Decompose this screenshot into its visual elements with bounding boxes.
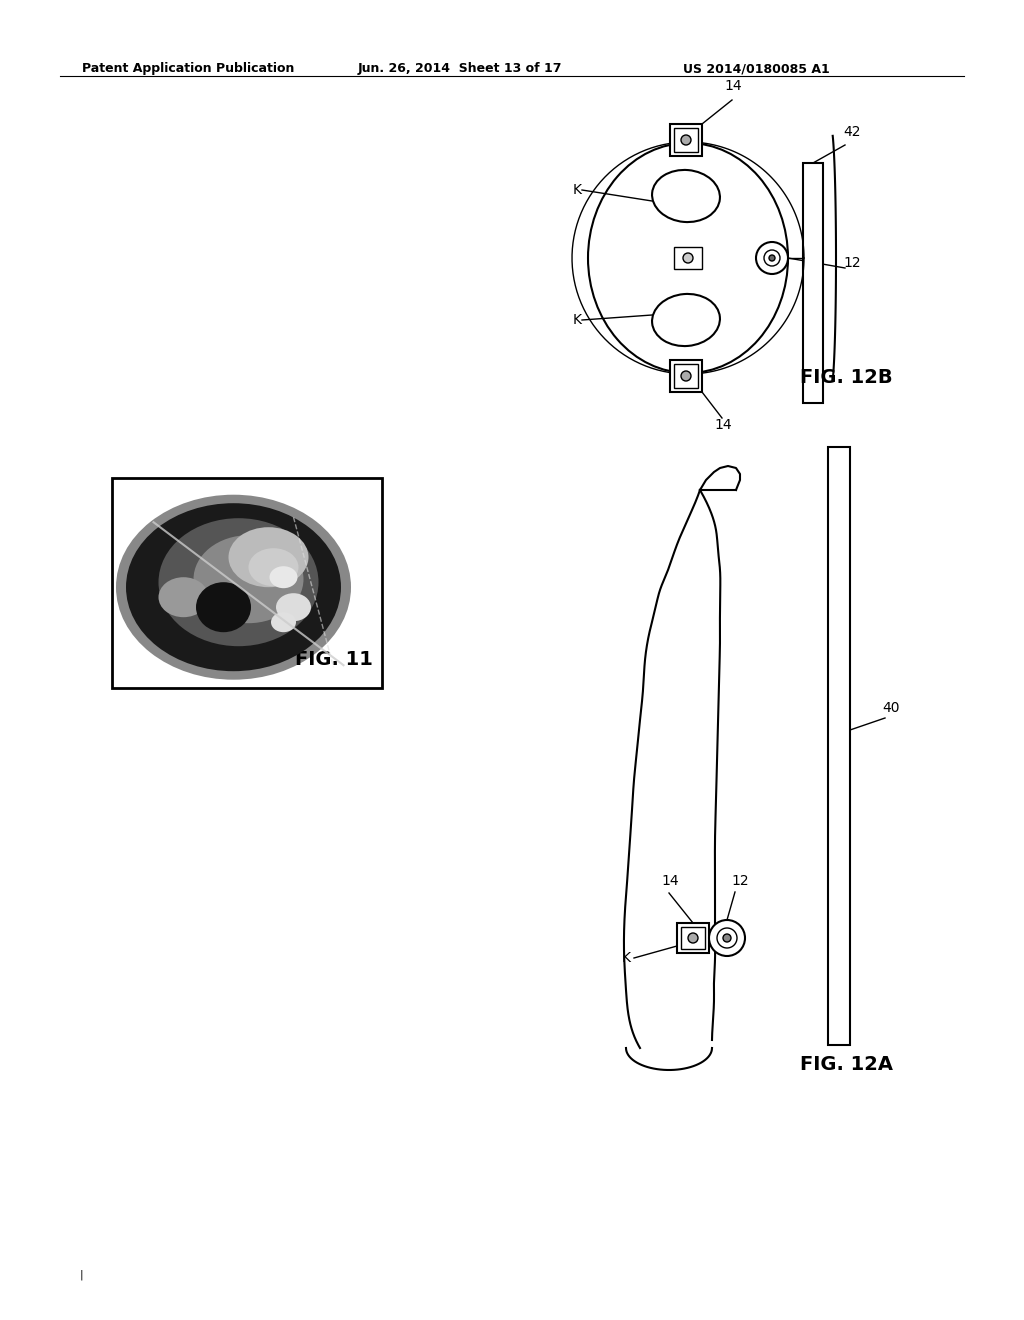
Bar [674, 364, 698, 388]
Text: 14: 14 [724, 79, 741, 92]
Ellipse shape [652, 170, 720, 222]
Text: Patent Application Publication: Patent Application Publication [82, 62, 294, 75]
Ellipse shape [652, 294, 720, 346]
Ellipse shape [116, 495, 351, 680]
Ellipse shape [688, 305, 716, 325]
Ellipse shape [276, 593, 311, 622]
Text: K: K [573, 313, 582, 327]
Ellipse shape [271, 612, 296, 632]
Ellipse shape [249, 548, 299, 586]
Ellipse shape [269, 566, 298, 589]
Circle shape [688, 933, 698, 942]
Text: FIG. 11: FIG. 11 [295, 649, 373, 669]
Ellipse shape [588, 143, 788, 374]
Ellipse shape [126, 503, 341, 671]
Text: 12: 12 [731, 874, 749, 888]
Text: Jun. 26, 2014  Sheet 13 of 17: Jun. 26, 2014 Sheet 13 of 17 [358, 62, 562, 75]
Circle shape [756, 242, 788, 275]
Bar [681, 927, 705, 949]
Circle shape [683, 253, 693, 263]
Text: 14: 14 [662, 874, 679, 888]
Text: K: K [622, 950, 631, 965]
Bar [670, 124, 702, 156]
Circle shape [681, 135, 691, 145]
Bar [677, 923, 709, 953]
Text: 12: 12 [843, 256, 860, 271]
Text: 14: 14 [714, 418, 731, 432]
Circle shape [717, 928, 737, 948]
Text: |: | [80, 1270, 84, 1280]
Text: FIG. 12B: FIG. 12B [800, 368, 893, 387]
Ellipse shape [196, 582, 251, 632]
Ellipse shape [159, 577, 209, 618]
Bar [803, 162, 823, 403]
Text: 42: 42 [843, 125, 860, 139]
Ellipse shape [194, 535, 303, 623]
Bar [674, 247, 702, 269]
Text: US 2014/0180085 A1: US 2014/0180085 A1 [683, 62, 829, 75]
Ellipse shape [688, 191, 716, 211]
Circle shape [764, 249, 780, 267]
Circle shape [681, 371, 691, 381]
Text: 40: 40 [882, 701, 899, 715]
Bar [670, 360, 702, 392]
Text: FIG. 12A: FIG. 12A [800, 1055, 893, 1074]
Bar [674, 128, 698, 152]
Circle shape [723, 935, 731, 942]
Text: K: K [573, 183, 582, 197]
Ellipse shape [228, 527, 308, 587]
Circle shape [709, 920, 745, 956]
Bar [112, 478, 382, 688]
Ellipse shape [159, 519, 318, 647]
Circle shape [769, 255, 775, 261]
Bar [828, 447, 850, 1045]
